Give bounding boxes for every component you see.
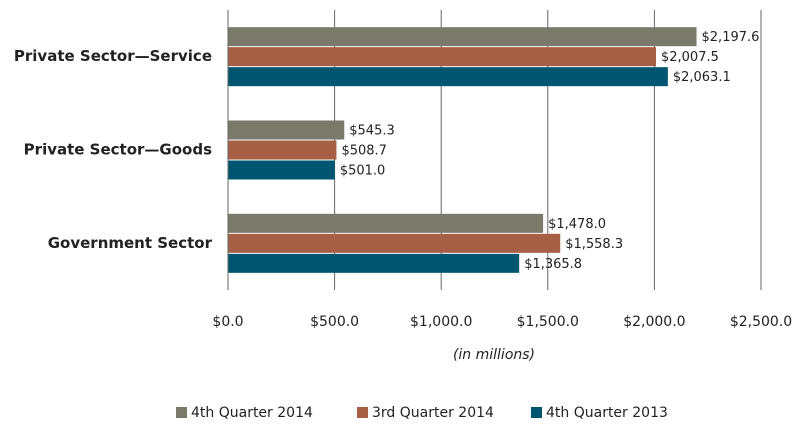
bar: [228, 27, 697, 47]
value-label: $2,007.5: [661, 50, 719, 65]
x-axis-label: (in millions): [453, 347, 535, 363]
value-label: $1,558.3: [565, 237, 623, 252]
value-label: $1,478.0: [548, 217, 606, 232]
value-label: $2,197.6: [702, 30, 760, 45]
bar: [228, 140, 337, 160]
bar: [228, 120, 345, 140]
x-tick-label: $2,000.0: [623, 314, 685, 330]
y-tick-label: Private Sector—Goods: [24, 141, 212, 159]
x-tick-label: $2,500.0: [730, 314, 792, 330]
value-label: $501.0: [340, 164, 386, 179]
legend-swatch: [357, 407, 368, 418]
bar: [228, 67, 668, 87]
value-label: $1,365.8: [524, 257, 582, 272]
value-label: $2,063.1: [673, 70, 731, 85]
x-tick-label: $1,000.0: [410, 314, 472, 330]
bar: [228, 253, 520, 273]
x-tick-label: $0.0: [212, 314, 243, 330]
bar: [228, 160, 335, 180]
x-tick-label: $1,500.0: [517, 314, 579, 330]
value-label: $545.3: [349, 124, 395, 139]
bar: [228, 233, 561, 253]
bar: [228, 213, 544, 233]
bar: [228, 47, 656, 67]
legend-label: 4th Quarter 2013: [546, 405, 668, 421]
legend-label: 4th Quarter 2014: [191, 405, 313, 421]
legend-label: 3rd Quarter 2014: [372, 405, 494, 421]
y-tick-label: Government Sector: [48, 234, 213, 252]
y-tick-label: Private Sector—Service: [14, 47, 212, 65]
legend-swatch: [176, 407, 187, 418]
value-label: $508.7: [341, 144, 387, 159]
x-tick-label: $500.0: [310, 314, 359, 330]
legend-swatch: [531, 407, 542, 418]
